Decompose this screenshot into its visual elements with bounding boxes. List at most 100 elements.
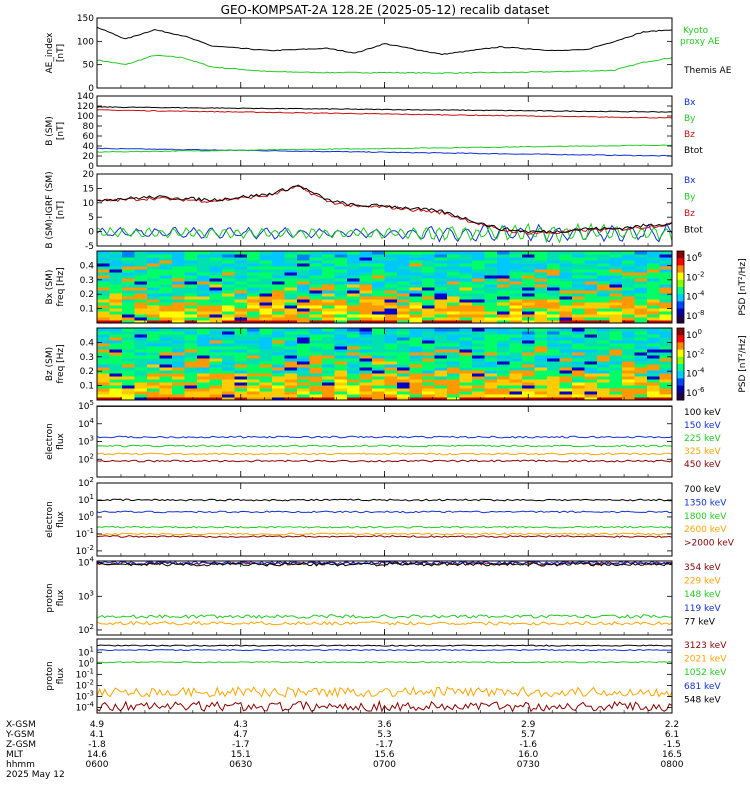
- spectrogram-cell: [547, 328, 560, 332]
- spectrogram-cell: [197, 305, 210, 309]
- spectrogram-cell: [522, 349, 535, 353]
- spectrogram-cell: [472, 376, 485, 380]
- spectrogram-cell: [309, 331, 323, 335]
- spectrogram-cell: [247, 251, 260, 255]
- spectrogram-cell: [534, 331, 548, 335]
- spectrogram-cell: [134, 388, 148, 392]
- spectrogram-cell: [472, 251, 485, 255]
- spectrogram-cell: [122, 352, 135, 356]
- spectrogram-cell: [109, 287, 123, 291]
- spectrogram-cell: [234, 385, 248, 389]
- spectrogram-cell: [509, 364, 523, 368]
- spectrogram-cell: [297, 373, 310, 377]
- spectrogram-cell: [597, 334, 610, 338]
- spectrogram-cell: [222, 355, 235, 359]
- spectrogram-cell: [184, 278, 198, 282]
- spectrogram-cell: [459, 328, 473, 332]
- spectrogram-cell: [334, 281, 348, 285]
- spectrogram-cell: [322, 299, 335, 303]
- spectrogram-cell: [447, 317, 460, 321]
- spectrogram-cell: [147, 260, 160, 264]
- spectrogram-cell: [547, 260, 560, 264]
- spectrogram-cell: [409, 373, 423, 377]
- spectrogram-cell: [634, 367, 648, 371]
- spectrogram-cell: [447, 308, 460, 312]
- spectrogram-cell: [584, 269, 598, 273]
- spectrogram-cell: [147, 314, 160, 318]
- spectrogram-cell: [509, 352, 523, 356]
- spectrogram-cell: [234, 287, 248, 291]
- spectrogram-cell: [134, 290, 148, 294]
- spectrogram-cell: [234, 275, 248, 279]
- spectrogram-cell: [122, 293, 135, 297]
- spectrogram-cell: [372, 394, 385, 398]
- spectrogram-cell: [572, 355, 585, 359]
- spectrogram-cell: [397, 349, 410, 353]
- spectrogram-cell: [634, 394, 648, 398]
- spectrogram-cell: [359, 346, 373, 350]
- spectrogram-cell: [109, 275, 123, 279]
- spectrogram-cell: [184, 287, 198, 291]
- spectrogram-cell: [172, 367, 185, 371]
- spectrogram-cell: [272, 361, 285, 365]
- spectrogram-cell: [484, 328, 498, 332]
- spectrogram-cell: [559, 251, 573, 255]
- spectrogram-cell: [234, 343, 248, 347]
- spectrogram-cell: [609, 385, 623, 389]
- spectrogram-cell: [197, 278, 210, 282]
- spectrogram-cell: [322, 275, 335, 279]
- spectrogram-cell: [522, 296, 535, 300]
- spectrogram-cell: [484, 337, 498, 341]
- spectrogram-cell: [322, 379, 335, 383]
- spectrogram-cell: [622, 263, 635, 267]
- spectrogram-cell: [609, 302, 623, 306]
- spectrogram-cell: [334, 311, 348, 315]
- spectrogram-cell: [622, 373, 635, 377]
- series-line-1052-kev: [97, 661, 673, 664]
- spectrogram-cell: [572, 314, 585, 318]
- spectrogram-cell: [647, 311, 660, 315]
- y-axis-label: freq [Hz]: [56, 344, 66, 383]
- spectrogram-cell: [634, 370, 648, 374]
- spectrogram-cell: [159, 296, 173, 300]
- legend-themis-ae: Themis AE: [683, 66, 732, 76]
- spectrogram-cell: [484, 385, 498, 389]
- spectrogram-cell: [272, 296, 285, 300]
- spectrogram-cell: [584, 343, 598, 347]
- spectrogram-cell: [359, 340, 373, 344]
- spectrogram-cell: [384, 278, 398, 282]
- spectrogram-cell: [122, 287, 135, 291]
- spectrogram-cell: [472, 317, 485, 321]
- spectrogram-cell: [609, 266, 623, 270]
- spectrogram-cell: [434, 328, 448, 332]
- spectrogram-cell: [209, 334, 223, 338]
- spectrogram-cell: [234, 263, 248, 267]
- spectrogram-cell: [497, 334, 510, 338]
- spectrogram-cell: [134, 320, 148, 324]
- spectrogram-cell: [309, 397, 323, 401]
- spectrogram-cell: [259, 287, 273, 291]
- spectrogram-cell: [422, 364, 435, 368]
- spectrogram-cell: [472, 349, 485, 353]
- legend-entry: 354 keV: [684, 563, 721, 573]
- spectrogram-cell: [384, 355, 398, 359]
- spectrogram-cell: [297, 317, 310, 321]
- spectrogram-cell: [497, 373, 510, 377]
- spectrogram-cell: [259, 334, 273, 338]
- spectrogram-cell: [434, 266, 448, 270]
- colorbar-segment: [677, 308, 684, 317]
- spectrogram-cell: [97, 376, 110, 380]
- spectrogram-cell: [522, 302, 535, 306]
- spectrogram-cell: [622, 278, 635, 282]
- spectrogram-cell: [397, 334, 410, 338]
- spectrogram-cell: [522, 388, 535, 392]
- spectrogram-cell: [447, 373, 460, 377]
- spectrogram-cell: [384, 367, 398, 371]
- spectrogram-cell: [159, 317, 173, 321]
- spectrogram-cell: [122, 358, 135, 362]
- spectrogram-cell: [409, 302, 423, 306]
- spectrogram-cell: [97, 257, 110, 261]
- spectrogram-cell: [647, 293, 660, 297]
